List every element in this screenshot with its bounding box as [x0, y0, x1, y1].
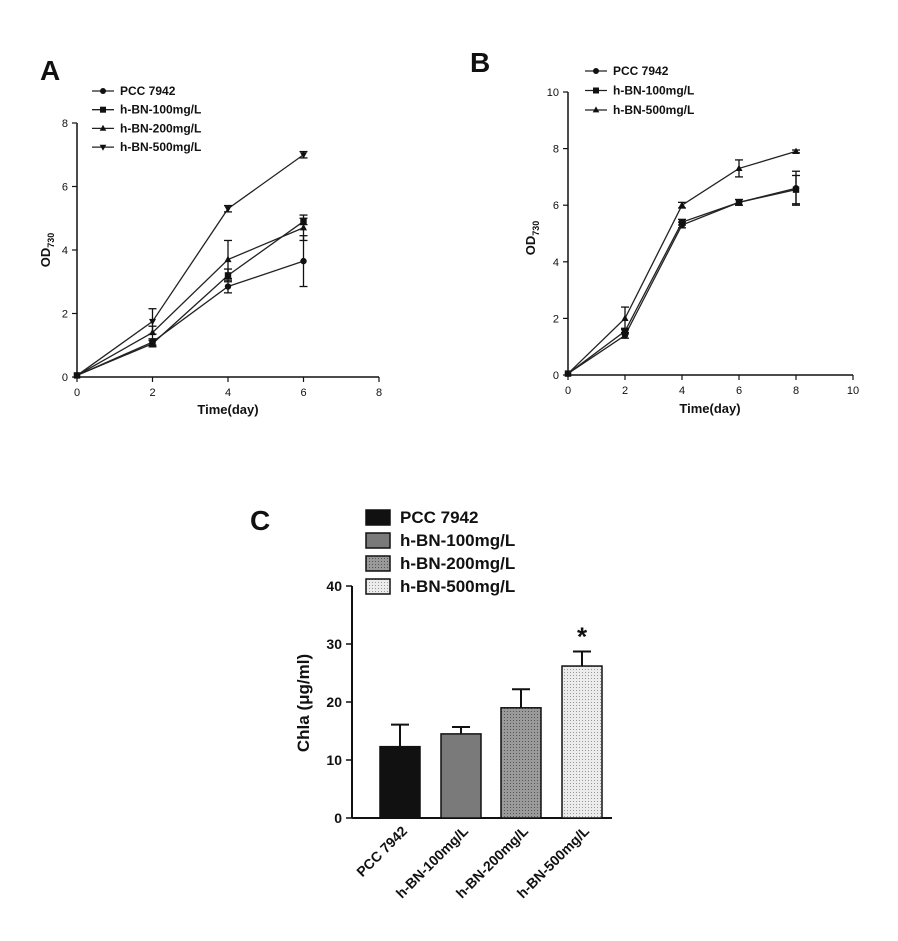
panel-b-legend: PCC 7942 h-BN-100mg/L h-BN-500mg/L — [585, 64, 694, 117]
panel-a-x-tick-label: 6 — [300, 387, 306, 399]
panel-b-legend-marker — [593, 68, 599, 74]
panel-a-legend-label: h-BN-100mg/L — [120, 103, 201, 117]
panel-a-y-axis-title: OD730 — [38, 233, 56, 268]
panel-b-x-axis-title: Time(day) — [679, 401, 740, 416]
panel-a-x-axis-title: Time(day) — [197, 402, 258, 417]
panel-a-series-line — [77, 261, 304, 375]
panel-b-y-tick-label: 6 — [553, 200, 559, 212]
panel-c-legend: PCC 7942 h-BN-100mg/L h-BN-200mg/L h-BN-500… — [366, 508, 515, 596]
panel-a-y-axis-title-sub: 730 — [46, 233, 56, 248]
panel-c-legend-label: h-BN-200mg/L — [400, 554, 515, 573]
panel-b-plot: 0 2 4 6 8 10 0 2 4 6 8 10 — [547, 87, 859, 397]
panel-a-legend-label: PCC 7942 — [120, 84, 176, 98]
panel-b-series-line — [568, 151, 796, 373]
panel-b-y-axis-title-sub: 730 — [531, 221, 541, 236]
panel-a-legend: PCC 7942 h-BN-100mg/L h-BN-200mg/L h-BN-500… — [92, 84, 201, 154]
panel-c: C PCC 7942 h-BN-100mg/L h-BN-200mg/L h-BN-5… — [250, 505, 612, 901]
panel-c-legend-swatch — [366, 579, 390, 594]
panel-a-letter: A — [40, 55, 60, 86]
panel-b-letter: B — [470, 47, 490, 78]
panel-b-x-tick-label: 2 — [622, 385, 628, 397]
panel-a-x-tick-label: 4 — [225, 387, 231, 399]
panel-a-y-tick-label: 8 — [62, 118, 68, 130]
panel-a-x-tick-label: 2 — [149, 387, 155, 399]
panel-b-legend-label: h-BN-100mg/L — [613, 84, 694, 98]
panel-a-legend-marker — [100, 88, 106, 94]
panel-c-legend-swatch — [366, 556, 390, 571]
panel-a-data-point — [149, 340, 155, 346]
panel-c-y-axis-title: Chla (μg/ml) — [294, 654, 313, 752]
panel-c-legend-label: PCC 7942 — [400, 508, 478, 527]
panel-a-x-tick-label: 8 — [376, 387, 382, 399]
panel-b-y-axis-title-main: OD — [523, 236, 538, 256]
panel-b-series-line — [568, 190, 796, 374]
panel-a-legend-marker — [100, 107, 106, 113]
panel-b-data-point — [792, 148, 799, 154]
panel-b-legend-label: PCC 7942 — [613, 64, 669, 78]
panel-c-y-tick-label: 10 — [326, 752, 342, 768]
panel-b-y-axis-title: OD730 — [523, 221, 541, 256]
panel-a-y-tick-label: 0 — [62, 372, 68, 384]
panel-c-legend-label: h-BN-500mg/L — [400, 577, 515, 596]
panel-b-x-tick-label: 8 — [793, 385, 799, 397]
panel-b-data-point — [736, 199, 742, 205]
panel-b-data-point — [793, 186, 799, 192]
panel-b-y-tick-label: 8 — [553, 144, 559, 156]
panel-b-series-2 — [564, 148, 800, 377]
panel-a-series-1 — [74, 218, 308, 378]
panel-c-legend-label: h-BN-100mg/L — [400, 531, 515, 550]
panel-c-y-tick-label: 0 — [334, 810, 342, 826]
panel-a-x-tick-label: 0 — [74, 387, 80, 399]
panel-c-bar — [501, 708, 541, 818]
panel-a-legend-label: h-BN-500mg/L — [120, 140, 201, 154]
panel-c-legend-swatch — [366, 510, 390, 525]
panel-c-significance-mark: * — [577, 622, 588, 652]
panel-a-series-line — [77, 221, 304, 375]
panel-b-series-line — [568, 188, 796, 373]
panel-c-y-tick-label: 30 — [326, 636, 342, 652]
panel-a-data-point — [225, 283, 231, 289]
panel-a-y-tick-label: 6 — [62, 182, 68, 194]
panel-a-y-axis-title-main: OD — [38, 248, 53, 268]
panel-c-y-tick-label: 20 — [326, 694, 342, 710]
panel-a-data-point — [300, 258, 306, 264]
panel-b-x-tick-label: 0 — [565, 385, 571, 397]
panel-c-bar — [441, 734, 481, 818]
panel-a-y-tick-label: 2 — [62, 309, 68, 321]
panel-a-series-3 — [73, 152, 307, 380]
panel-a-data-point — [149, 319, 156, 325]
panel-b-x-tick-label: 10 — [847, 385, 859, 397]
panel-b-x-tick-label: 4 — [679, 385, 685, 397]
panel-c-bar — [562, 666, 602, 818]
panel-c-y-tick-label: 40 — [326, 578, 342, 594]
panel-b-legend-marker — [593, 88, 599, 94]
panel-b-legend-label: h-BN-500mg/L — [613, 103, 694, 117]
panel-b-y-tick-label: 10 — [547, 87, 559, 99]
panel-c-letter: C — [250, 505, 270, 536]
panel-b-y-tick-label: 4 — [553, 257, 559, 269]
panel-c-legend-swatch — [366, 533, 390, 548]
panel-a: A PCC 7942 h-BN-100mg/L h-BN-200mg/L h-BN-5… — [38, 55, 382, 417]
panel-a-series-line — [77, 228, 304, 376]
panel-b-x-tick-label: 6 — [736, 385, 742, 397]
panel-a-legend-label: h-BN-200mg/L — [120, 121, 201, 135]
panel-c-plot: 010203040PCC 7942h-BN-100mg/Lh-BN-200mg/… — [326, 578, 612, 901]
panel-b-data-point — [679, 219, 685, 225]
panel-c-category-label: PCC 7942 — [353, 823, 410, 880]
panel-a-y-tick-label: 4 — [62, 245, 68, 257]
panel-b-y-tick-label: 2 — [553, 313, 559, 325]
panel-b-y-tick-label: 0 — [553, 370, 559, 382]
panel-a-series-line — [77, 155, 304, 376]
panel-c-bar — [380, 747, 420, 818]
panel-b-data-point — [621, 315, 628, 321]
panel-a-plot: 0 2 4 6 8 0 2 4 6 8 — [62, 118, 382, 399]
panel-b: B PCC 7942 h-BN-100mg/L h-BN-500mg/L 0 2 4 6 8… — [470, 47, 859, 416]
